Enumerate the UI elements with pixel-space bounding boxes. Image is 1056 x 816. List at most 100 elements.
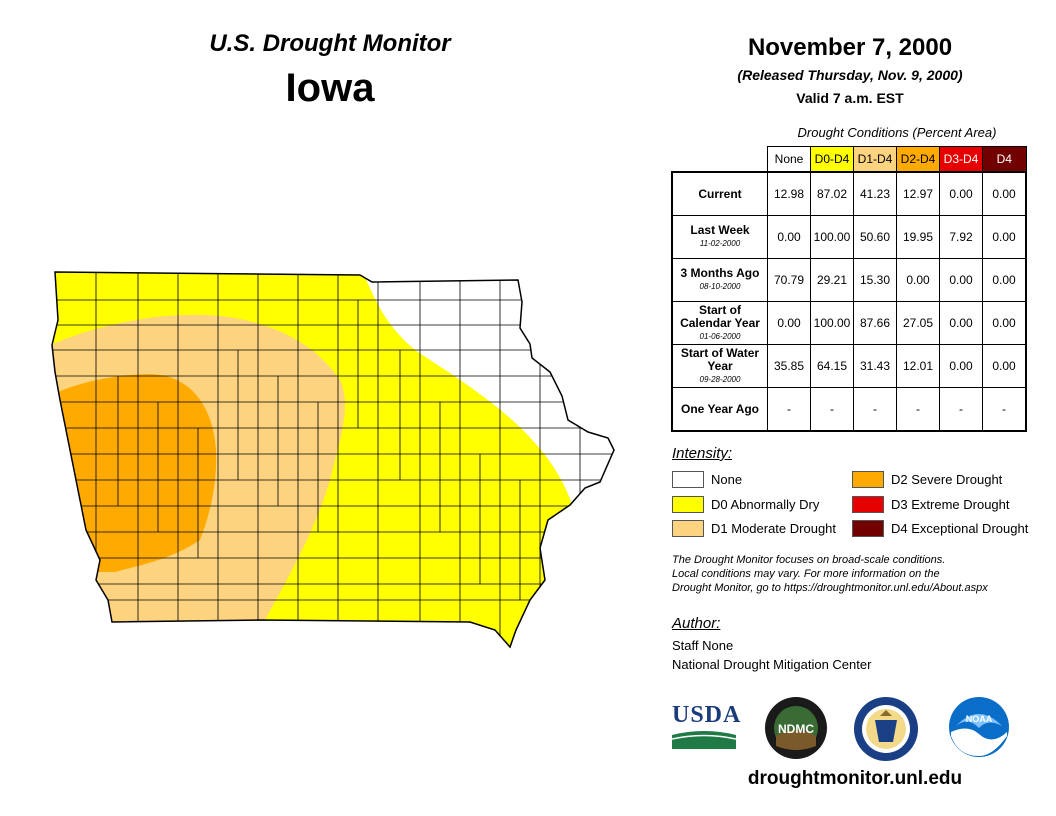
- noaa-logo-text: NOAA: [966, 714, 993, 724]
- table-row-3-months-ago: 3 Months Ago 08-10-2000 70.79 29.21 15.30…: [671, 258, 1027, 302]
- legend-label: None: [711, 472, 743, 487]
- table-row-one-year-ago: One Year Ago - - - - - -: [671, 387, 1027, 432]
- legend-title: Intensity:: [672, 445, 733, 462]
- note-line: Drought Monitor, go to https://droughtmo…: [672, 582, 988, 594]
- row-label-text: Start of Water Year: [680, 345, 760, 373]
- legend-item-d2: D2 Severe Drought: [852, 471, 1002, 488]
- table-cell: 0.00: [896, 258, 940, 302]
- table-cell: 0.00: [982, 258, 1027, 302]
- author-title: Author:: [672, 615, 721, 632]
- table-cell: 29.21: [810, 258, 854, 302]
- iowa-drought-map: [51, 271, 615, 648]
- row-label-text: Current: [698, 186, 742, 201]
- legend-label: D2 Severe Drought: [891, 472, 1003, 487]
- table-cell: 87.02: [810, 171, 854, 216]
- table-cell: 0.00: [767, 301, 811, 345]
- county-lines: [52, 272, 614, 640]
- row-date: 08-10-2000: [699, 282, 741, 291]
- ndmc-logo-text: NDMC: [778, 722, 814, 736]
- legend-swatch: [852, 520, 884, 537]
- legend-swatch: [672, 496, 704, 513]
- valid-time: Valid 7 a.m. EST: [796, 90, 904, 106]
- table-cell: -: [767, 387, 811, 432]
- table-cell: 15.30: [853, 258, 897, 302]
- usda-logo: USDA: [672, 702, 742, 750]
- usda-logo-waves: [672, 731, 736, 749]
- row-label: Start of Calendar Year 01-06-2000: [671, 301, 768, 345]
- legend-label: D4 Exceptional Drought: [891, 521, 1029, 536]
- author-org: National Drought Mitigation Center: [672, 657, 872, 672]
- table-row-start-of-water-year: Start of Water Year 09-28-2000 35.85 64.1…: [671, 344, 1027, 388]
- row-label-text: Start of Calendar Year: [680, 302, 760, 330]
- column-header-none: None: [767, 146, 811, 173]
- table-cell: 0.00: [939, 171, 983, 216]
- table-cell: 0.00: [939, 301, 983, 345]
- legend-item-d1: D1 Moderate Drought: [672, 520, 836, 537]
- table-cell: 100.00: [810, 301, 854, 345]
- table-cell: 31.43: [853, 344, 897, 388]
- table-cell: 0.00: [982, 171, 1027, 216]
- legend-item-none: None: [672, 471, 742, 488]
- table-cell: -: [810, 387, 854, 432]
- legend-swatch: [852, 471, 884, 488]
- usda-logo-text: USDA: [672, 702, 742, 728]
- table-cell: 12.97: [896, 171, 940, 216]
- column-header-d0-d4: D0-D4: [810, 146, 854, 173]
- table-cell: 0.00: [939, 344, 983, 388]
- table-cell: 0.00: [767, 215, 811, 259]
- row-label: Current: [671, 171, 768, 216]
- row-label: Start of Water Year 09-28-2000: [671, 344, 768, 388]
- row-label-text: 3 Months Ago: [680, 266, 760, 280]
- row-label: Last Week 11-02-2000: [671, 215, 768, 259]
- drought-monitor-note: The Drought Monitor focuses on broad-sca…: [672, 553, 1052, 595]
- legend-item-d4: D4 Exceptional Drought: [852, 520, 1028, 537]
- table-cell: 70.79: [767, 258, 811, 302]
- row-date: 01-06-2000: [699, 331, 741, 341]
- table-row-current: Current 12.98 87.02 41.23 12.97 0.00 0.0…: [671, 171, 1027, 216]
- table-cell: 0.00: [982, 344, 1027, 388]
- table-cell: -: [853, 387, 897, 432]
- legend-item-d0: D0 Abnormally Dry: [672, 496, 819, 513]
- table-cell: 7.92: [939, 215, 983, 259]
- release-date: (Released Thursday, Nov. 9, 2000): [737, 67, 963, 83]
- table-cell: 0.00: [982, 301, 1027, 345]
- column-header-d2-d4: D2-D4: [896, 146, 940, 173]
- table-caption: Drought Conditions (Percent Area): [797, 125, 997, 140]
- table-row-last-week: Last Week 11-02-2000 0.00 100.00 50.60 19…: [671, 215, 1027, 259]
- note-line: The Drought Monitor focuses on broad-sca…: [672, 554, 946, 566]
- row-label: One Year Ago: [671, 387, 768, 432]
- table-row-start-of-calendar-year: Start of Calendar Year 01-06-2000 0.00 10…: [671, 301, 1027, 345]
- table-cell: 0.00: [982, 215, 1027, 259]
- column-header-d1-d4: D1-D4: [853, 146, 897, 173]
- drought-conditions-table: None D0-D4 D1-D4 D2-D4 D3-D4 D4 Current …: [671, 146, 1027, 432]
- map-date: November 7, 2000: [747, 34, 953, 61]
- table-corner: [672, 147, 768, 173]
- legend-label: D1 Moderate Drought: [711, 521, 837, 536]
- table-header-row: None D0-D4 D1-D4 D2-D4 D3-D4 D4: [672, 146, 1027, 173]
- legend-label: D3 Extreme Drought: [891, 497, 1010, 512]
- state-name: Iowa: [285, 66, 375, 110]
- author-name: Staff None: [672, 638, 734, 653]
- column-header-d3-d4: D3-D4: [939, 146, 983, 173]
- table-cell: 27.05: [896, 301, 940, 345]
- table-cell: 50.60: [853, 215, 897, 259]
- commerce-seal-logo: [854, 697, 918, 761]
- table-cell: -: [982, 387, 1027, 432]
- legend-item-d3: D3 Extreme Drought: [852, 496, 1010, 513]
- table-cell: 87.66: [853, 301, 897, 345]
- legend-swatch: [852, 496, 884, 513]
- row-date: 11-02-2000: [699, 239, 741, 248]
- ndmc-logo: NDMC: [765, 697, 827, 759]
- table-cell: 100.00: [810, 215, 854, 259]
- table-cell: 41.23: [853, 171, 897, 216]
- table-cell: -: [939, 387, 983, 432]
- d2-region: [52, 374, 217, 572]
- legend-label: D0 Abnormally Dry: [711, 497, 820, 512]
- table-cell: 12.01: [896, 344, 940, 388]
- row-label: 3 Months Ago 08-10-2000: [671, 258, 768, 302]
- table-cell: 64.15: [810, 344, 854, 388]
- legend-swatch: [672, 471, 704, 488]
- row-label-text: One Year Ago: [680, 401, 760, 416]
- row-date: 09-28-2000: [699, 374, 741, 384]
- site-url: droughtmonitor.unl.edu: [747, 768, 963, 789]
